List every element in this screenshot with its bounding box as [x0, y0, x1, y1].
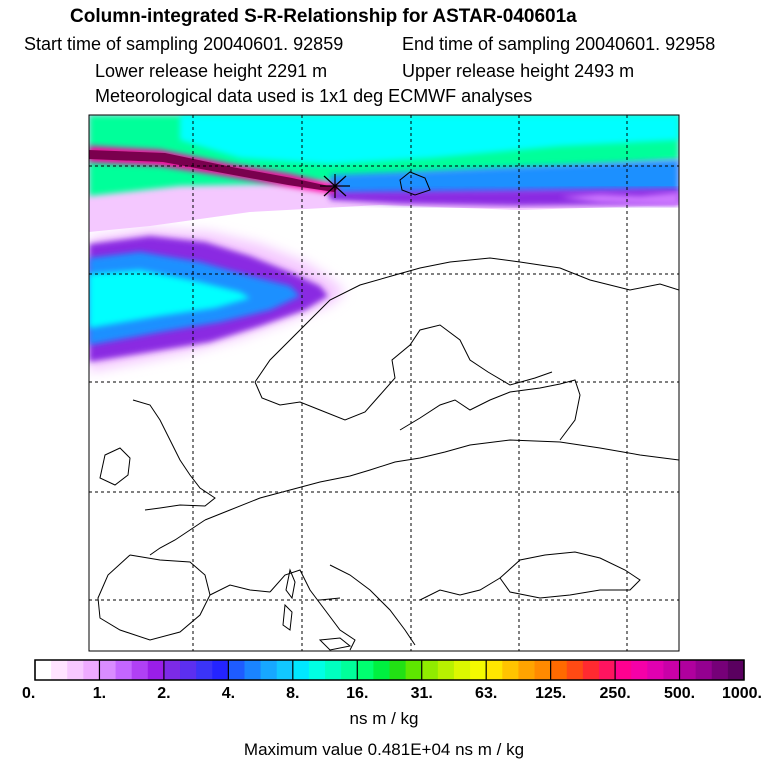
colorbar-tick-label: 4. — [222, 685, 235, 702]
colorbar-swatch — [615, 660, 632, 680]
colorbar — [34, 659, 745, 681]
colorbar-tick-label: 63. — [475, 685, 497, 702]
colorbar-swatch — [67, 660, 84, 680]
colorbar-swatch — [598, 660, 616, 680]
met-data-note: Meteorological data used is 1x1 deg ECMW… — [95, 86, 533, 106]
plume-streak-core — [89, 150, 338, 192]
colorbar-swatch — [196, 660, 213, 680]
coast-scandinavia — [254, 257, 679, 383]
coast-ireland — [99, 447, 131, 486]
colorbar-tick-label: 250. — [600, 685, 631, 702]
colorbar-swatch — [357, 660, 374, 680]
title: Column-integrated S-R-Relationship for A… — [70, 6, 577, 27]
colorbar-tick-label: 125. — [535, 685, 566, 702]
colorbar-tick-label: 31. — [411, 685, 433, 702]
colorbar-swatch — [502, 660, 519, 680]
colorbar-swatch — [647, 660, 664, 680]
colorbar-swatch — [373, 660, 390, 680]
coast-sicily — [318, 637, 352, 651]
colorbar-swatch — [325, 660, 342, 680]
plume-band-teal — [180, 115, 679, 164]
colorbar-swatch — [534, 660, 552, 680]
colorbar-swatch — [147, 660, 165, 680]
colorbar-tick-label: 0. — [22, 685, 35, 702]
colorbar-swatch — [163, 660, 181, 680]
colorbar-swatch — [679, 660, 697, 680]
colorbar-tick-label: 8. — [286, 685, 299, 702]
colorbar-swatch — [276, 660, 294, 680]
colorbar-swatch — [582, 660, 600, 680]
coast-iceland — [0, 180, 60, 212]
colorbar-swatch — [212, 660, 229, 680]
colorbar-swatch — [389, 660, 407, 680]
map-frame — [88, 114, 680, 652]
colorbar-swatch — [99, 660, 117, 680]
colorbar-swatch — [115, 660, 133, 680]
lat-lon-grid — [89, 115, 679, 651]
colorbar-swatch — [550, 660, 568, 680]
colorbar-swatch — [470, 660, 487, 680]
coast-corsica-sardinia — [282, 568, 296, 631]
colorbar-swatch — [518, 660, 536, 680]
colorbar-swatch — [437, 660, 455, 680]
colorbar-swatch — [711, 660, 729, 680]
coast-iberia — [97, 554, 211, 641]
coast-balkans — [329, 564, 501, 646]
coast-italy — [269, 569, 356, 651]
colorbar-swatch — [663, 660, 681, 680]
colorbar-tick-labels: 0. 1. 2. 4. 8. 16. 31. 63. 125. 250. 500. 1000. — [22, 685, 762, 702]
colorbar-tick-label: 16. — [346, 685, 368, 702]
colorbar-swatch — [453, 660, 471, 680]
plume-lobe-cyan — [89, 270, 250, 328]
colorbar-swatch — [727, 660, 745, 680]
colorbar-tick-label: 500. — [664, 685, 695, 702]
coast-svalbard — [399, 171, 431, 196]
colorbar-unit-label: ns m / kg — [349, 709, 419, 728]
colorbar-frame — [34, 659, 745, 681]
colorbar-swatch — [228, 660, 245, 680]
colorbar-swatch — [51, 660, 68, 680]
start-time: Start time of sampling 20040601. 92859 — [24, 34, 344, 54]
star-icon — [320, 174, 350, 198]
colorbar-swatch — [308, 660, 326, 680]
colorbar-swatch — [695, 660, 713, 680]
coastlines — [0, 171, 679, 651]
colorbar-swatch — [244, 660, 262, 680]
plume-field — [0, 115, 679, 651]
colorbar-swatch — [260, 660, 278, 680]
max-value-label: Maximum value 0.481E+04 ns m / kg — [243, 740, 525, 759]
colorbar-swatch — [180, 660, 197, 680]
upper-release-height: Upper release height 2493 m — [402, 61, 635, 81]
colorbar-tick-label: 1000. — [722, 685, 762, 702]
colorbar-swatch — [566, 660, 584, 680]
end-time: End time of sampling 20040601. 92958 — [402, 34, 716, 54]
coast-france — [149, 519, 271, 596]
colorbar-swatch — [631, 660, 648, 680]
plume-band-magenta — [560, 192, 679, 206]
coast-britain — [132, 399, 216, 511]
lower-release-height: Lower release height 2291 m — [95, 61, 328, 81]
colorbar-tick-label: 1. — [93, 685, 106, 702]
colorbar-swatch — [83, 660, 100, 680]
colorbar-tick-label: 2. — [157, 685, 170, 702]
colorbar-swatch — [292, 660, 310, 680]
coast-europe-north — [204, 439, 679, 521]
colorbar-swatch — [405, 660, 423, 680]
colorbar-swatch — [35, 660, 52, 680]
colorbar-swatch — [421, 660, 439, 680]
colorbar-swatch — [131, 660, 149, 680]
coast-baltic — [399, 379, 581, 441]
coast-norway-south — [254, 324, 553, 421]
coast-black-sea — [499, 551, 641, 599]
colorbar-swatch — [341, 660, 358, 680]
colorbar-swatch — [486, 660, 503, 680]
plume-band-blue — [330, 160, 679, 196]
